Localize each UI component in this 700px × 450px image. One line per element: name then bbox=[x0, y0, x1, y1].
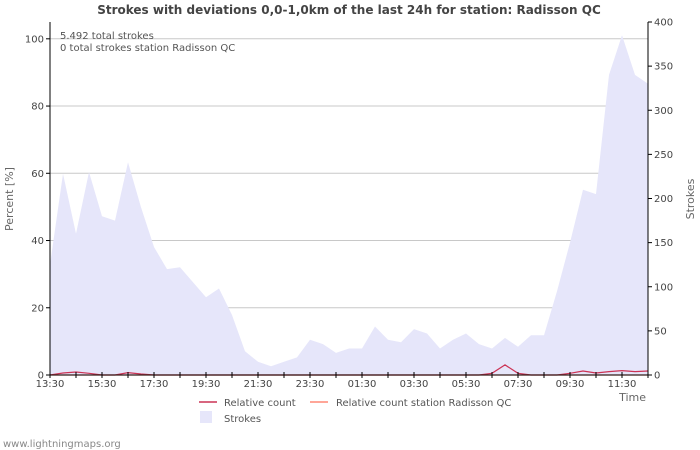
right-tick-label: 250 bbox=[654, 150, 673, 161]
legend-label-relative-count: Relative count bbox=[224, 398, 296, 409]
left-tick-label: 0 bbox=[38, 371, 44, 382]
x-tick-label: 07:30 bbox=[504, 379, 533, 390]
footer-site-link[interactable]: www.lightningmaps.org bbox=[3, 439, 121, 450]
right-axis-ticks: 0 50 100 150 200 250 300 350 400 bbox=[648, 18, 673, 382]
x-tick-label: 05:30 bbox=[452, 379, 481, 390]
legend-label-strokes: Strokes bbox=[224, 414, 261, 425]
right-tick-label: 200 bbox=[654, 194, 673, 205]
x-tick-label: 23:30 bbox=[296, 379, 325, 390]
x-tick-label: 19:30 bbox=[192, 379, 221, 390]
station-strokes-note: 0 total strokes station Radisson QC bbox=[60, 43, 235, 54]
right-axis-title: Strokes bbox=[684, 178, 697, 219]
left-tick-label: 60 bbox=[31, 169, 44, 180]
right-tick-label: 300 bbox=[654, 106, 673, 117]
x-tick-label: 11:30 bbox=[608, 379, 637, 390]
right-tick-label: 50 bbox=[654, 326, 667, 337]
right-tick-label: 100 bbox=[654, 282, 673, 293]
strokes-area bbox=[50, 35, 648, 375]
left-tick-label: 80 bbox=[31, 102, 44, 113]
right-tick-label: 0 bbox=[654, 371, 660, 382]
x-tick-label: 21:30 bbox=[244, 379, 273, 390]
x-axis-title: Time bbox=[618, 391, 646, 404]
legend-label-relative-count-station: Relative count station Radisson QC bbox=[336, 398, 511, 409]
legend: Relative count Relative count station Ra… bbox=[199, 398, 511, 425]
right-tick-label: 350 bbox=[654, 62, 673, 73]
left-tick-label: 100 bbox=[25, 34, 44, 45]
left-axis-ticks: 0 20 40 60 80 100 bbox=[25, 34, 50, 382]
right-tick-label: 150 bbox=[654, 238, 673, 249]
legend-swatch-strokes bbox=[200, 411, 212, 423]
x-tick-label: 13:30 bbox=[36, 379, 65, 390]
x-tick-label: 17:30 bbox=[140, 379, 169, 390]
left-tick-label: 40 bbox=[31, 236, 44, 247]
x-axis-ticks: 13:30 15:30 17:30 19:30 21:30 23:30 01:30 03:30… bbox=[36, 372, 649, 390]
left-tick-label: 20 bbox=[31, 303, 44, 314]
total-strokes-note: 5.492 total strokes bbox=[60, 31, 154, 42]
strokes-area-layer bbox=[50, 35, 648, 375]
chart-title: Strokes with deviations 0,0-1,0km of the… bbox=[97, 3, 601, 17]
left-axis-title: Percent [%] bbox=[3, 167, 16, 231]
x-tick-label: 03:30 bbox=[400, 379, 429, 390]
right-tick-label: 400 bbox=[654, 18, 673, 29]
x-tick-label: 09:30 bbox=[556, 379, 585, 390]
x-tick-label: 01:30 bbox=[348, 379, 377, 390]
x-tick-label: 15:30 bbox=[88, 379, 117, 390]
